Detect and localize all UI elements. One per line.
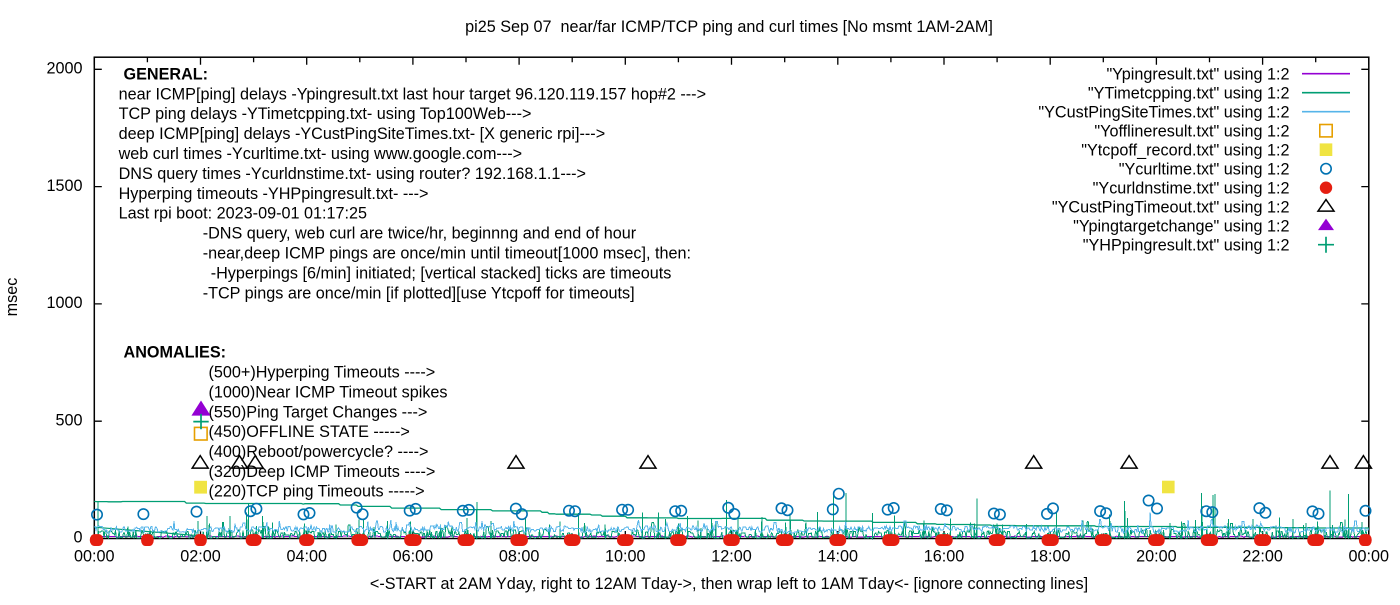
- svg-text:04:00: 04:00: [286, 548, 327, 566]
- svg-text:10:00: 10:00: [605, 548, 646, 566]
- svg-text:18:00: 18:00: [1030, 548, 1071, 566]
- svg-text:Last rpi boot: 2023-09-01 01:1: Last rpi boot: 2023-09-01 01:17:25: [119, 205, 367, 223]
- svg-text:web curl times -Ycurltime.txt-: web curl times -Ycurltime.txt- using www…: [118, 145, 522, 163]
- svg-text:12:00: 12:00: [711, 548, 752, 566]
- svg-text:"Yofflineresult.txt" using 1:2: "Yofflineresult.txt" using 1:2: [1094, 123, 1289, 141]
- svg-text:00:00: 00:00: [1349, 548, 1390, 566]
- svg-text:"Ypingresult.txt" using 1:2: "Ypingresult.txt" using 1:2: [1106, 66, 1289, 84]
- svg-text:08:00: 08:00: [499, 548, 540, 566]
- svg-text:GENERAL:: GENERAL:: [124, 65, 209, 83]
- svg-text:pi25 Sep 07 near/far ICMP/TCP: pi25 Sep 07 near/far ICMP/TCP ping and c…: [465, 18, 993, 36]
- svg-text:"Ytcpoff_record.txt" using 1:2: "Ytcpoff_record.txt" using 1:2: [1081, 142, 1289, 160]
- svg-text:0: 0: [73, 529, 82, 547]
- svg-text:(500+)Hyperping Timeouts ---->: (500+)Hyperping Timeouts ---->: [209, 364, 436, 382]
- svg-text:(220)TCP ping Timeouts ----->: (220)TCP ping Timeouts ----->: [209, 483, 425, 501]
- svg-text:"YHPpingresult.txt" using 1:2: "YHPpingresult.txt" using 1:2: [1083, 237, 1290, 255]
- svg-text:2000: 2000: [46, 60, 82, 78]
- svg-text:"Ycurltime.txt" using 1:2: "Ycurltime.txt" using 1:2: [1119, 161, 1290, 179]
- svg-text:-TCP pings are once/min [if pl: -TCP pings are once/min [if plotted][use…: [203, 284, 635, 302]
- svg-text:22:00: 22:00: [1242, 548, 1283, 566]
- svg-text:TCP ping delays -YTimetcpping.: TCP ping delays -YTimetcpping.txt- using…: [119, 105, 532, 123]
- svg-text:(550)Ping Target Changes --->: (550)Ping Target Changes --->: [209, 403, 428, 421]
- svg-text:"YCustPingTimeout.txt" using 1: "YCustPingTimeout.txt" using 1:2: [1052, 199, 1290, 217]
- svg-text:deep ICMP[ping] delays -YCustP: deep ICMP[ping] delays -YCustPingSiteTim…: [119, 125, 606, 143]
- svg-text:"Ypingtargetchange" using 1:2: "Ypingtargetchange" using 1:2: [1073, 218, 1289, 236]
- svg-text:msec: msec: [3, 278, 21, 317]
- svg-text:ANOMALIES:: ANOMALIES:: [124, 344, 227, 362]
- svg-text:-Hyperpings [6/min] initiated;: -Hyperpings [6/min] initiated; [vertical…: [211, 264, 672, 282]
- svg-text:(1000)Near ICMP Timeout spikes: (1000)Near ICMP Timeout spikes: [209, 384, 448, 402]
- svg-text:"YCustPingSiteTimes.txt" using: "YCustPingSiteTimes.txt" using 1:2: [1038, 104, 1289, 122]
- svg-text:-near,deep ICMP pings are once: -near,deep ICMP pings are once/min until…: [203, 245, 691, 263]
- svg-text:(320)Deep ICMP Timeouts ---->: (320)Deep ICMP Timeouts ---->: [209, 463, 436, 481]
- svg-text:02:00: 02:00: [180, 548, 221, 566]
- svg-text:06:00: 06:00: [393, 548, 434, 566]
- svg-text:00:00: 00:00: [74, 548, 115, 566]
- svg-text:500: 500: [55, 411, 82, 429]
- svg-text:(450)OFFLINE STATE ----->: (450)OFFLINE STATE ----->: [209, 423, 410, 441]
- svg-text:20:00: 20:00: [1136, 548, 1177, 566]
- svg-text:near ICMP[ping] delays -Ypingr: near ICMP[ping] delays -Ypingresult.txt …: [119, 85, 706, 103]
- svg-text:1000: 1000: [46, 294, 82, 312]
- svg-text:"YTimetcpping.txt" using 1:2: "YTimetcpping.txt" using 1:2: [1088, 85, 1290, 103]
- svg-text:<-START at 2AM Yday, right to: <-START at 2AM Yday, right to 12AM Tday-…: [370, 575, 1088, 593]
- svg-text:16:00: 16:00: [924, 548, 965, 566]
- svg-text:-DNS query, web curl are twice: -DNS query, web curl are twice/hr, begin…: [203, 225, 637, 243]
- svg-text:DNS query times -Ycurldnstime.: DNS query times -Ycurldnstime.txt- using…: [119, 165, 586, 183]
- svg-text:Hyperping timeouts -YHPpingres: Hyperping timeouts -YHPpingresult.txt- -…: [119, 185, 429, 203]
- svg-text:(400)Reboot/powercycle? ---->: (400)Reboot/powercycle? ---->: [209, 443, 429, 461]
- svg-text:"Ycurldnstime.txt" using 1:2: "Ycurldnstime.txt" using 1:2: [1093, 180, 1290, 198]
- svg-text:14:00: 14:00: [818, 548, 859, 566]
- svg-text:1500: 1500: [46, 177, 82, 195]
